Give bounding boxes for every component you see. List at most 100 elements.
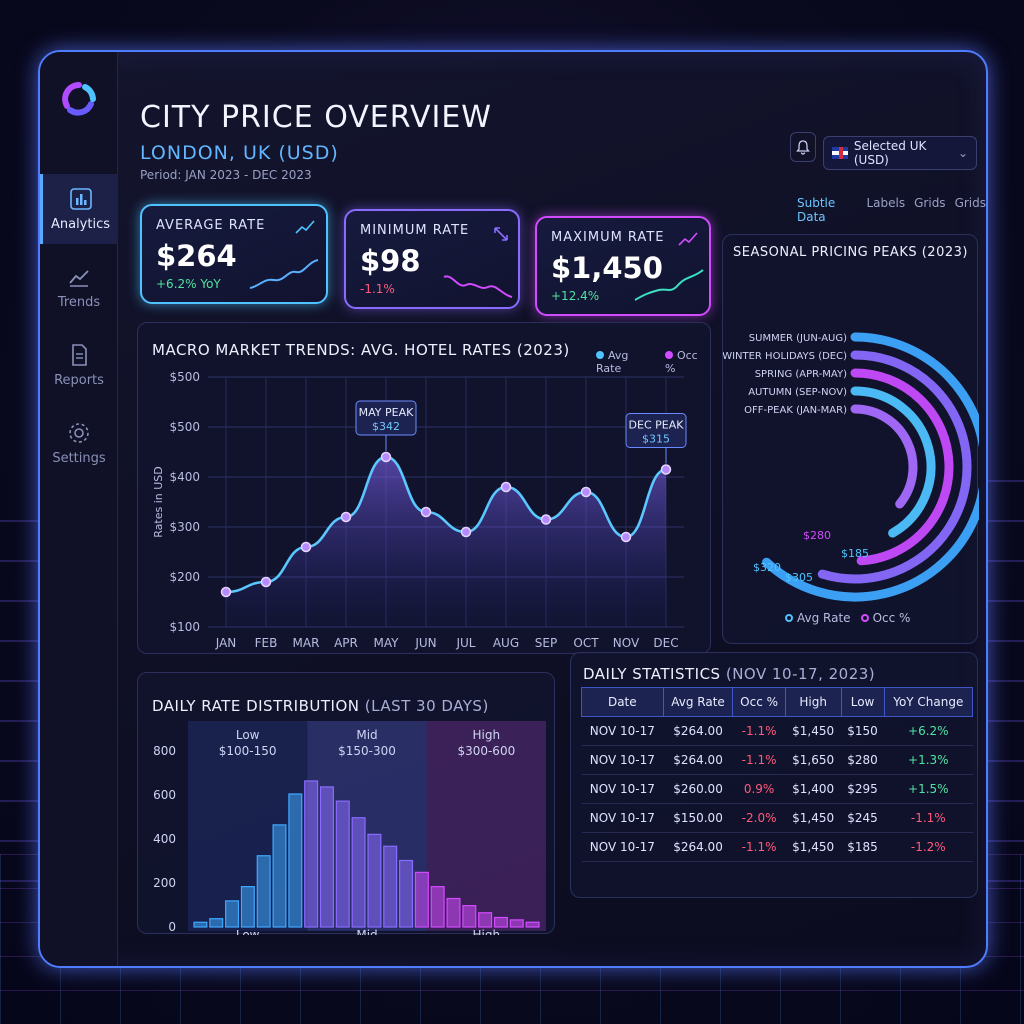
data-point xyxy=(460,526,472,538)
data-point xyxy=(420,506,432,518)
sidebar-item-trends[interactable]: Trends xyxy=(40,252,118,322)
band-label-top: High xyxy=(473,728,501,742)
column-header[interactable]: Avg Rate xyxy=(662,687,734,717)
notifications-button[interactable] xyxy=(790,132,816,162)
gear-icon xyxy=(69,422,89,443)
table-row[interactable]: NOV 10-17 $264.00 -1.1% $1,450 $150 +6.2% xyxy=(581,716,973,746)
histogram-bar xyxy=(351,817,366,928)
x-tick-label: JUN xyxy=(414,636,436,650)
peak-annotation-value: $315 xyxy=(642,433,670,446)
y-tick-label: $500 xyxy=(169,370,200,384)
uk-flag-icon xyxy=(832,147,848,159)
kpi-label: MINIMUM RATE xyxy=(360,223,470,238)
season-value-label: $320 xyxy=(753,561,781,574)
table-cell: NOV 10-17 xyxy=(581,803,664,833)
band-range-top: $100-150 xyxy=(219,744,277,758)
sidebar-item-settings[interactable]: Settings xyxy=(40,408,118,478)
bell-icon xyxy=(796,140,810,155)
table-row[interactable]: NOV 10-17 $264.00 -1.1% $1,650 $280 +1.3% xyxy=(581,745,973,775)
sidebar: Analytics Trends Reports Settings xyxy=(40,52,118,966)
season-arc xyxy=(850,386,936,538)
sidebar-item-analytics[interactable]: Analytics xyxy=(40,174,118,244)
column-header[interactable]: Occ % xyxy=(732,687,786,717)
x-tick-label: APR xyxy=(334,636,358,650)
table-row[interactable]: NOV 10-17 $264.00 -1.1% $1,450 $185 -1.2% xyxy=(581,832,973,862)
y-tick-label: $500 xyxy=(169,420,200,434)
histogram-bar xyxy=(240,886,255,928)
table-cell: NOV 10-17 xyxy=(581,832,664,862)
column-header[interactable]: High xyxy=(784,687,842,717)
sidebar-item-label: Trends xyxy=(57,294,101,310)
season-arc xyxy=(817,350,972,584)
toggle-subtle-data[interactable]: Subtle Data xyxy=(797,196,836,224)
chevron-down-icon: ⌄ xyxy=(957,146,968,160)
band-background xyxy=(426,721,546,931)
column-header[interactable]: Low xyxy=(840,687,885,717)
data-point xyxy=(660,464,672,475)
band-label-bottom: Mid xyxy=(356,928,377,935)
table-cell: $1,650 xyxy=(785,745,842,775)
season-value-label: $280 xyxy=(803,529,831,542)
daily-stats-table: Date Avg Rate Occ % High Low YoY Change NOV 1… xyxy=(581,687,974,862)
table-body: NOV 10-17 $264.00 -1.1% $1,450 $150 +6.2% NOV … xyxy=(581,716,973,862)
season-value-label: $305 xyxy=(785,571,813,584)
legend-item: Avg Rate xyxy=(785,611,851,625)
seasonal-legend: Avg Rate Occ % xyxy=(785,611,910,625)
kpi-value: $98 xyxy=(360,244,421,278)
table-cell: -1.1% xyxy=(732,716,786,746)
currency-select[interactable]: Selected UK (USD) ⌄ xyxy=(823,136,977,170)
toggle-grids-2[interactable]: Grids xyxy=(954,196,986,210)
histogram-bar xyxy=(209,918,224,928)
trend-line-icon xyxy=(69,269,89,287)
y-tick-label: $200 xyxy=(169,570,200,584)
table-cell: -1.1% xyxy=(884,803,973,833)
legend-item: Avg Rate xyxy=(596,349,629,375)
legend-item: Occ % xyxy=(860,611,910,625)
seasonal-panel: SEASONAL PRICING PEAKS (2023) SUMMER (JU… xyxy=(722,234,979,644)
toggle-grids[interactable]: Grids xyxy=(914,196,946,210)
y-tick-label: $300 xyxy=(169,520,200,534)
season-arc xyxy=(850,404,918,509)
kpi-value: $1,450 xyxy=(551,251,663,285)
seasonal-title: SEASONAL PRICING PEAKS (2023) xyxy=(733,245,968,260)
sidebar-item-reports[interactable]: Reports xyxy=(40,330,118,400)
table-cell: NOV 10-17 xyxy=(581,774,664,804)
legend-item: Occ % xyxy=(664,349,698,375)
sidebar-item-label: Analytics xyxy=(50,216,111,232)
data-point xyxy=(380,451,392,463)
season-label: AUTUMN (SEP-NOV) xyxy=(748,387,847,398)
sidebar-item-label: Reports xyxy=(54,372,104,388)
table-cell: +6.2% xyxy=(884,716,973,746)
seasonal-radial-chart: SUMMER (JUN-AUG) WINTER HOLIDAYS (DEC) SPR… xyxy=(723,332,979,602)
document-icon xyxy=(72,343,87,366)
column-header[interactable]: YoY Change xyxy=(883,687,974,717)
table-cell: $260.00 xyxy=(663,774,733,804)
kpi-change: +6.2% YoY xyxy=(156,277,221,291)
table-cell: $1,450 xyxy=(785,832,842,862)
kpi-maximum-rate[interactable]: MAXIMUM RATE $1,450 +12.4% xyxy=(535,216,711,316)
macro-legend: Avg Rate Occ % xyxy=(596,349,710,375)
y-tick-label: 600 xyxy=(153,788,176,802)
kpi-average-rate[interactable]: AVERAGE RATE $264 +6.2% YoY xyxy=(140,204,328,304)
table-cell: $280 xyxy=(841,745,885,775)
histogram-bar xyxy=(525,921,540,928)
series-area xyxy=(226,457,666,627)
season-arc xyxy=(850,368,954,566)
kpi-minimum-rate[interactable]: MINIMUM RATE $98 -1.1% xyxy=(344,209,520,309)
histogram-bar xyxy=(383,845,398,928)
kpi-change: +12.4% xyxy=(551,289,600,303)
background-city-left xyxy=(0,520,40,920)
column-header[interactable]: Date xyxy=(581,687,664,717)
season-label: SUMMER (JUN-AUG) xyxy=(749,333,847,344)
band-label-top: Mid xyxy=(356,728,377,742)
x-tick-label: JUL xyxy=(455,636,475,650)
table-row[interactable]: NOV 10-17 $150.00 -2.0% $1,450 $245 -1.1% xyxy=(581,803,973,833)
x-tick-label: AUG xyxy=(493,636,519,650)
table-cell: +1.5% xyxy=(884,774,973,804)
mini-chart-icon xyxy=(295,220,315,234)
data-point xyxy=(300,541,312,553)
toggle-labels[interactable]: Labels xyxy=(866,196,906,210)
table-row[interactable]: NOV 10-17 $260.00 0.9% $1,400 $295 +1.5% xyxy=(581,774,973,804)
band-label-top: Low xyxy=(236,728,260,742)
y-tick-label: $100 xyxy=(169,620,200,634)
